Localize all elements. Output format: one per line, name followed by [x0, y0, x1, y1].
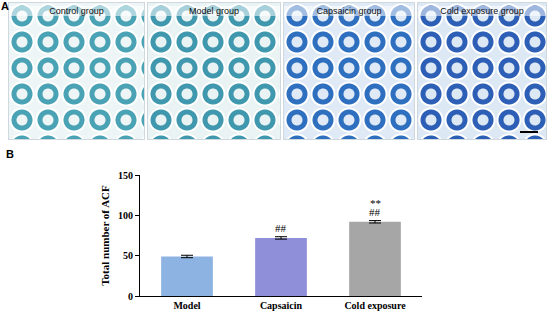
svg-text:Capsaicin: Capsaicin — [260, 300, 303, 311]
svg-text:150: 150 — [118, 170, 133, 181]
html-text:A: A — [1, 0, 9, 12]
svg-text:Cold exposure: Cold exposure — [344, 300, 406, 311]
svg-text:100: 100 — [118, 210, 133, 221]
svg-text:Total number of ACF: Total number of ACF — [99, 185, 111, 286]
svg-text:50: 50 — [123, 250, 133, 261]
html-text:Control group: Control group — [49, 6, 104, 16]
html-text:Model group: Model group — [189, 6, 239, 16]
svg-text:Model: Model — [173, 300, 200, 311]
html-text:Cold exposure group: Cold exposure group — [440, 6, 524, 16]
html-text:Capsaicin group: Capsaicin group — [316, 6, 382, 16]
svg-text:##: ## — [275, 222, 287, 234]
svg-text:0: 0 — [128, 291, 133, 302]
html-text:B: B — [6, 148, 14, 160]
svg-text:**: ** — [370, 197, 381, 209]
svg-text:##: ## — [369, 206, 381, 218]
